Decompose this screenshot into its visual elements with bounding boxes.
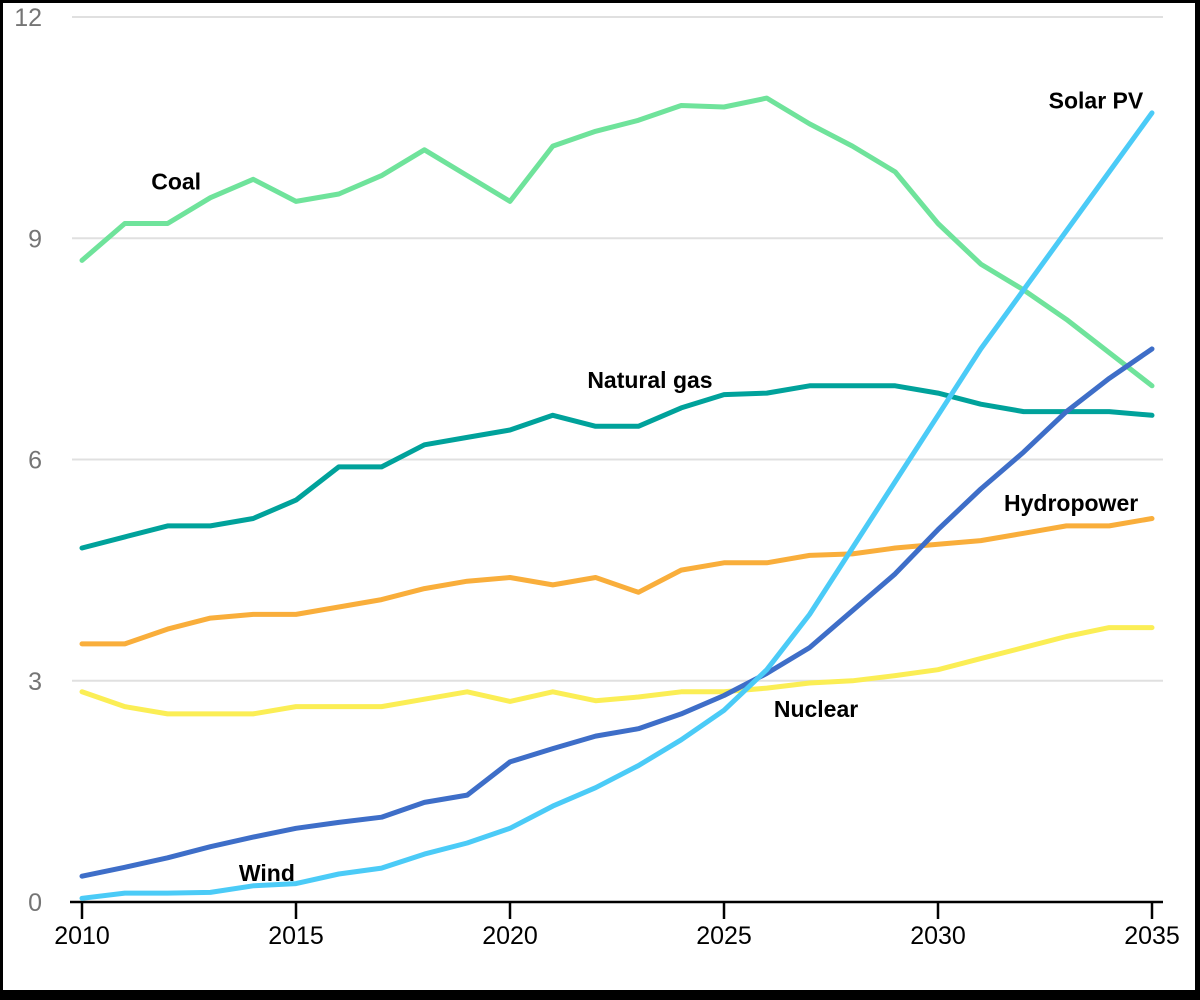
frame-border-left bbox=[0, 0, 3, 1000]
series-label-coal: Coal bbox=[151, 168, 201, 194]
series-label-nuclear: Nuclear bbox=[774, 696, 858, 722]
series-line-natural-gas bbox=[79, 383, 1155, 551]
series-line-nuclear bbox=[79, 625, 1155, 717]
frame-border-right bbox=[1195, 0, 1200, 1000]
y-axis-tick-label: 12 bbox=[14, 4, 42, 32]
series-label-wind: Wind bbox=[239, 860, 295, 886]
x-axis-tick-label: 2035 bbox=[1124, 922, 1180, 950]
series-line-coal bbox=[79, 95, 1155, 389]
series-labels: Coal Natural gas Hydropower Nuclear Wind Sola… bbox=[151, 87, 1144, 886]
series-lines bbox=[79, 95, 1155, 901]
series-label-hydropower: Hydropower bbox=[1004, 490, 1138, 516]
y-axis-tick-label: 3 bbox=[28, 668, 42, 696]
series-line-solar-pv bbox=[79, 110, 1155, 901]
x-axis-tick-label: 2010 bbox=[54, 922, 110, 950]
x-axis-tick-label: 2020 bbox=[482, 922, 538, 950]
y-axis-tick-label: 0 bbox=[28, 889, 42, 917]
x-axis-tick-label: 2025 bbox=[696, 922, 752, 950]
series-line-wind bbox=[79, 346, 1155, 879]
x-axis: 2010 2015 2020 2025 2030 2035 bbox=[54, 902, 1180, 950]
series-label-natural-gas: Natural gas bbox=[587, 367, 712, 393]
x-axis-tick-label: 2015 bbox=[268, 922, 324, 950]
frame-border-top bbox=[0, 0, 1200, 3]
y-axis-tick-label: 9 bbox=[28, 225, 42, 253]
y-axis-labels: 0 3 6 9 12 bbox=[14, 4, 42, 917]
frame-border-bottom bbox=[0, 990, 1200, 1000]
series-label-solar-pv: Solar PV bbox=[1049, 87, 1144, 113]
gridlines bbox=[72, 16, 1163, 682]
series-line-hydropower bbox=[79, 516, 1155, 647]
x-axis-tick-label: 2030 bbox=[910, 922, 966, 950]
y-axis-tick-label: 6 bbox=[28, 447, 42, 475]
